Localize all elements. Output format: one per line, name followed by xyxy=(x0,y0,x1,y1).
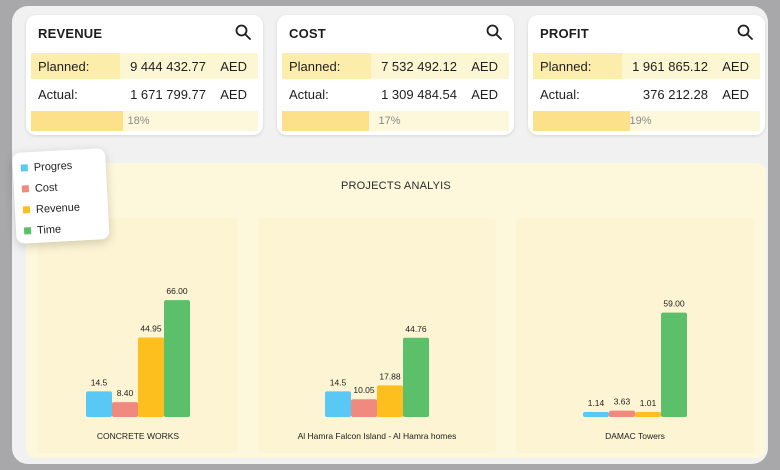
chart-legend: Progres Cost Revenue Time xyxy=(12,148,110,244)
bar-value-label: 3.63 xyxy=(614,397,631,407)
bar-value-label: 44.76 xyxy=(405,324,427,334)
bar-cost xyxy=(609,410,635,417)
currency-label: AED xyxy=(220,59,247,74)
progress-fill xyxy=(31,111,123,131)
actual-row: Actual: 1 309 484.54 AED xyxy=(282,81,509,107)
bar-progress xyxy=(583,412,609,417)
bar-value-label: 59.00 xyxy=(663,299,685,309)
actual-row: Actual: 1 671 799.77 AED xyxy=(31,81,258,107)
planned-row: Planned: 9 444 432.77 AED xyxy=(31,53,258,79)
bar-cost xyxy=(112,402,138,417)
planned-label: Planned: xyxy=(38,59,90,74)
analysis-title: PROJECTS ANALYIS xyxy=(341,180,451,192)
planned-label: Planned: xyxy=(289,59,341,74)
bar-value-label: 14.5 xyxy=(330,377,347,387)
legend-label: Revenue xyxy=(35,201,81,216)
bar-value-label: 44.95 xyxy=(140,323,162,333)
bar-value-label: 14.5 xyxy=(91,377,108,387)
project-chart-svg: 14.5 10.05 17.88 44.76 Al Hamra Falcon Islan… xyxy=(298,324,457,441)
progress-percent: 18% xyxy=(127,115,150,127)
actual-value: 1 671 799.77 xyxy=(130,87,206,102)
bar-value-label: 1.01 xyxy=(640,398,657,408)
legend-label: Cost xyxy=(34,181,58,195)
project-name-label: Al Hamra Falcon Island - Al Hamra homes xyxy=(298,431,457,441)
currency-label: AED xyxy=(722,59,749,74)
actual-value: 1 309 484.54 xyxy=(381,87,457,102)
project-chart-svg: 1.14 3.63 1.01 59.00 DAMAC Towers xyxy=(583,299,687,441)
legend-swatch xyxy=(20,164,28,172)
progress-fill xyxy=(533,111,631,131)
bar-revenue xyxy=(635,412,661,417)
bar-revenue xyxy=(377,385,403,417)
planned-row: Planned: 7 532 492.12 AED xyxy=(282,53,509,79)
bar-time xyxy=(164,300,190,417)
search-icon[interactable] xyxy=(737,24,753,40)
actual-label: Actual: xyxy=(38,87,78,102)
project-chart: 14.5 8.40 44.95 66.00 CONCRETE WORKS xyxy=(38,218,238,453)
profit-card: PROFIT Planned: 1 961 865.12 AED Actual:… xyxy=(528,15,765,135)
cost-card: COST Planned: 7 532 492.12 AED Actual: 1… xyxy=(277,15,514,135)
currency-label: AED xyxy=(471,87,498,102)
progress-percent: 17% xyxy=(378,115,401,127)
planned-value: 9 444 432.77 xyxy=(130,59,206,74)
actual-row: Actual: 376 212.28 AED xyxy=(533,81,760,107)
bar-time xyxy=(661,312,687,417)
planned-value: 1 961 865.12 xyxy=(632,59,708,74)
actual-label: Actual: xyxy=(289,87,329,102)
project-name-label: DAMAC Towers xyxy=(605,431,665,441)
legend-item-progress: Progres xyxy=(20,159,73,175)
planned-row: Planned: 1 961 865.12 AED xyxy=(533,53,760,79)
revenue-card: REVENUE Planned: 9 444 432.77 AED Actual… xyxy=(26,15,263,135)
project-name-label: CONCRETE WORKS xyxy=(97,431,180,441)
bar-value-label: 17.88 xyxy=(379,371,401,381)
legend-item-cost: Cost xyxy=(21,181,58,196)
bar-value-label: 10.05 xyxy=(353,385,375,395)
project-chart-svg: 14.5 8.40 44.95 66.00 CONCRETE WORKS xyxy=(86,286,190,441)
legend-swatch xyxy=(22,206,31,214)
projects-analysis-panel: PROJECTS ANALYIS 14.5 8.40 44.95 66.00 CONCR… xyxy=(26,163,766,458)
bar-value-label: 8.40 xyxy=(117,388,134,398)
legend-label: Progres xyxy=(33,159,73,174)
legend-item-time: Time xyxy=(23,223,62,238)
progress-bar: 18% xyxy=(31,111,258,131)
planned-value: 7 532 492.12 xyxy=(381,59,457,74)
legend-item-revenue: Revenue xyxy=(22,201,81,217)
bar-progress xyxy=(86,391,112,417)
search-icon[interactable] xyxy=(235,24,251,40)
bar-progress xyxy=(325,391,351,417)
project-chart: 14.5 10.05 17.88 44.76 Al Hamra Falcon Islan… xyxy=(258,218,496,453)
progress-bar: 19% xyxy=(533,111,760,131)
search-icon[interactable] xyxy=(486,24,502,40)
progress-bar: 17% xyxy=(282,111,509,131)
currency-label: AED xyxy=(722,87,749,102)
bar-revenue xyxy=(138,337,164,417)
legend-swatch xyxy=(21,185,30,193)
progress-percent: 19% xyxy=(629,115,652,127)
planned-label: Planned: xyxy=(540,59,592,74)
card-title: REVENUE xyxy=(38,26,103,41)
actual-label: Actual: xyxy=(540,87,580,102)
project-chart: 1.14 3.63 1.01 59.00 DAMAC Towers xyxy=(516,218,754,453)
card-title: COST xyxy=(289,26,326,41)
legend-label: Time xyxy=(36,223,62,237)
card-title: PROFIT xyxy=(540,26,589,41)
progress-fill xyxy=(282,111,369,131)
currency-label: AED xyxy=(471,59,498,74)
currency-label: AED xyxy=(220,87,247,102)
bar-cost xyxy=(351,399,377,417)
actual-value: 376 212.28 xyxy=(642,87,708,102)
bar-time xyxy=(403,337,429,417)
legend-swatch xyxy=(23,227,32,235)
bar-value-label: 1.14 xyxy=(588,398,605,408)
bar-value-label: 66.00 xyxy=(166,286,188,296)
